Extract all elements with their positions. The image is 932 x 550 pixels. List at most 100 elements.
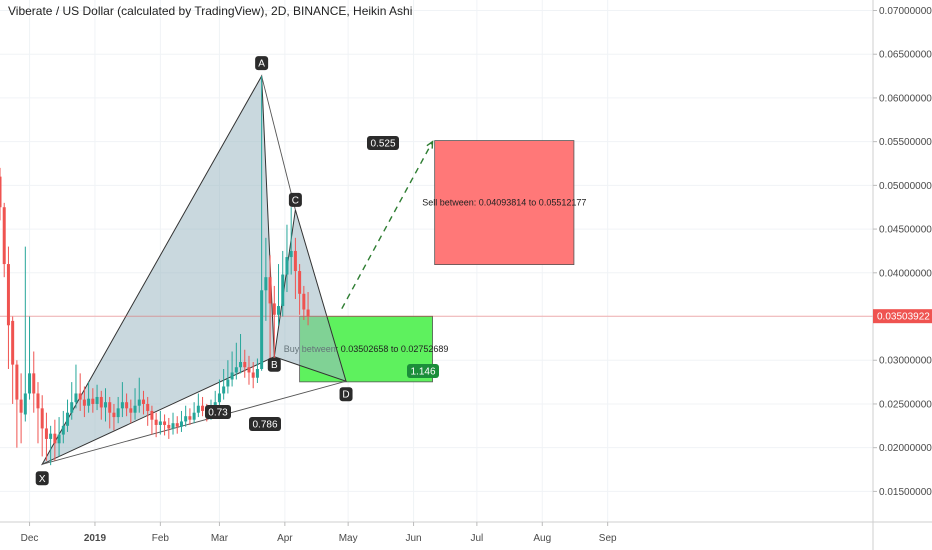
candle-body (268, 277, 272, 304)
candle-body (129, 408, 133, 413)
candle-body (53, 433, 57, 444)
point-label-x: X (39, 474, 46, 485)
candle-body (222, 386, 226, 394)
ratio-label-xb: 0.73 (208, 408, 228, 419)
ratio-label-bd-bg (407, 364, 439, 378)
y-axis: 0.01500000 0.02000000 0.02500000 0.03000000… (872, 0, 932, 550)
pattern-line-ac (261, 75, 296, 210)
candle-body (277, 306, 281, 315)
pattern-triangle-xab (40, 74, 275, 466)
candle-body (49, 433, 53, 439)
x-axis: Dec 2019 Feb Mar Apr May Jun Jul Aug Sep (0, 521, 932, 544)
candle-body (61, 425, 65, 435)
candle-body (196, 405, 200, 413)
point-label-d-bg (339, 387, 353, 402)
candle-body (150, 410, 154, 420)
y-tick-label: 0.02000000 (879, 443, 932, 454)
candle-body (184, 416, 188, 422)
ratio-label-bd: 1.146 (410, 367, 435, 378)
candle-body (104, 402, 107, 408)
ratio-label-xb-bg (205, 405, 231, 419)
candle-body (158, 421, 162, 425)
candle-body (11, 320, 15, 365)
candle-body (74, 393, 78, 403)
y-tick-label: 0.06500000 (879, 50, 932, 61)
y-tick-label: 0.07000000 (879, 6, 932, 17)
candle-body (285, 257, 289, 275)
candle-body (293, 250, 297, 272)
x-tick-label: Aug (533, 533, 551, 544)
candle-body (44, 428, 48, 439)
candle-body (70, 402, 74, 413)
candle-body (243, 361, 247, 368)
candle-body (0, 176, 2, 208)
x-tick-label: Mar (211, 533, 229, 544)
sell-zone (434, 140, 575, 266)
candle-body (19, 399, 23, 413)
x-tick-label: Jul (470, 533, 483, 544)
pattern-labels: X A B C D 0.73 0.786 0.525 1.146 (35, 56, 439, 486)
y-tick-label: 0.01500000 (879, 487, 932, 498)
y-tick-label: 0.05000000 (879, 181, 932, 192)
point-label-c-bg (288, 192, 302, 207)
candle-body (36, 393, 40, 409)
candle-body (99, 396, 103, 408)
candle-body (272, 303, 276, 315)
candle-body (255, 368, 259, 378)
candle-body (163, 421, 167, 425)
x-tick-label: 2019 (84, 533, 107, 544)
ratio-label-ac-bg (367, 136, 399, 150)
projection-arrow-head (426, 140, 434, 149)
candle-body (247, 367, 251, 373)
candle-body (167, 424, 171, 429)
candle-body (306, 309, 310, 317)
candle-body (226, 379, 230, 387)
candle-body (175, 423, 179, 427)
y-tick-label: 0.04000000 (879, 268, 932, 279)
candle-body (260, 290, 264, 369)
candle-body (95, 396, 99, 404)
candle-body (179, 421, 183, 427)
candle-body (91, 398, 95, 404)
point-label-a: A (258, 59, 265, 70)
candle-body (141, 399, 145, 404)
point-label-b-bg (267, 357, 281, 372)
ratio-label-xd-bg (249, 417, 281, 431)
candle-body (15, 364, 19, 400)
candle-body (66, 412, 70, 426)
candle-body (125, 402, 129, 409)
candle-body (217, 393, 221, 403)
candle-body (289, 250, 293, 258)
point-label-a-bg (255, 56, 269, 71)
x-tick-label: Feb (152, 533, 170, 544)
point-label-c: C (292, 195, 299, 206)
candle-body (2, 207, 6, 265)
candle-body (116, 408, 120, 418)
candles (0, 76, 310, 466)
candle-body (201, 405, 205, 411)
candle-body (82, 399, 86, 406)
candle-body (264, 277, 268, 291)
candle-body (32, 373, 36, 394)
candle-body (188, 416, 192, 420)
candle-body (28, 373, 32, 394)
candle-body (40, 408, 44, 429)
y-tick-label: 0.03000000 (879, 356, 932, 367)
point-label-d: D (342, 390, 349, 401)
y-tick-label: 0.04500000 (879, 225, 932, 236)
candle-body (239, 361, 243, 368)
candle-body (78, 393, 82, 400)
candle-body (251, 372, 255, 378)
x-tick-label: Sep (599, 533, 617, 544)
candle-body (23, 393, 27, 415)
candle-body (230, 372, 234, 380)
harmonic-pattern (0, 74, 873, 466)
candle-body (281, 274, 285, 307)
x-tick-label: Apr (277, 533, 293, 544)
projection-arrow (341, 141, 434, 309)
ratio-label-ac: 0.525 (370, 139, 395, 150)
ratio-label-xd: 0.786 (252, 420, 277, 431)
candle-body (298, 271, 302, 294)
